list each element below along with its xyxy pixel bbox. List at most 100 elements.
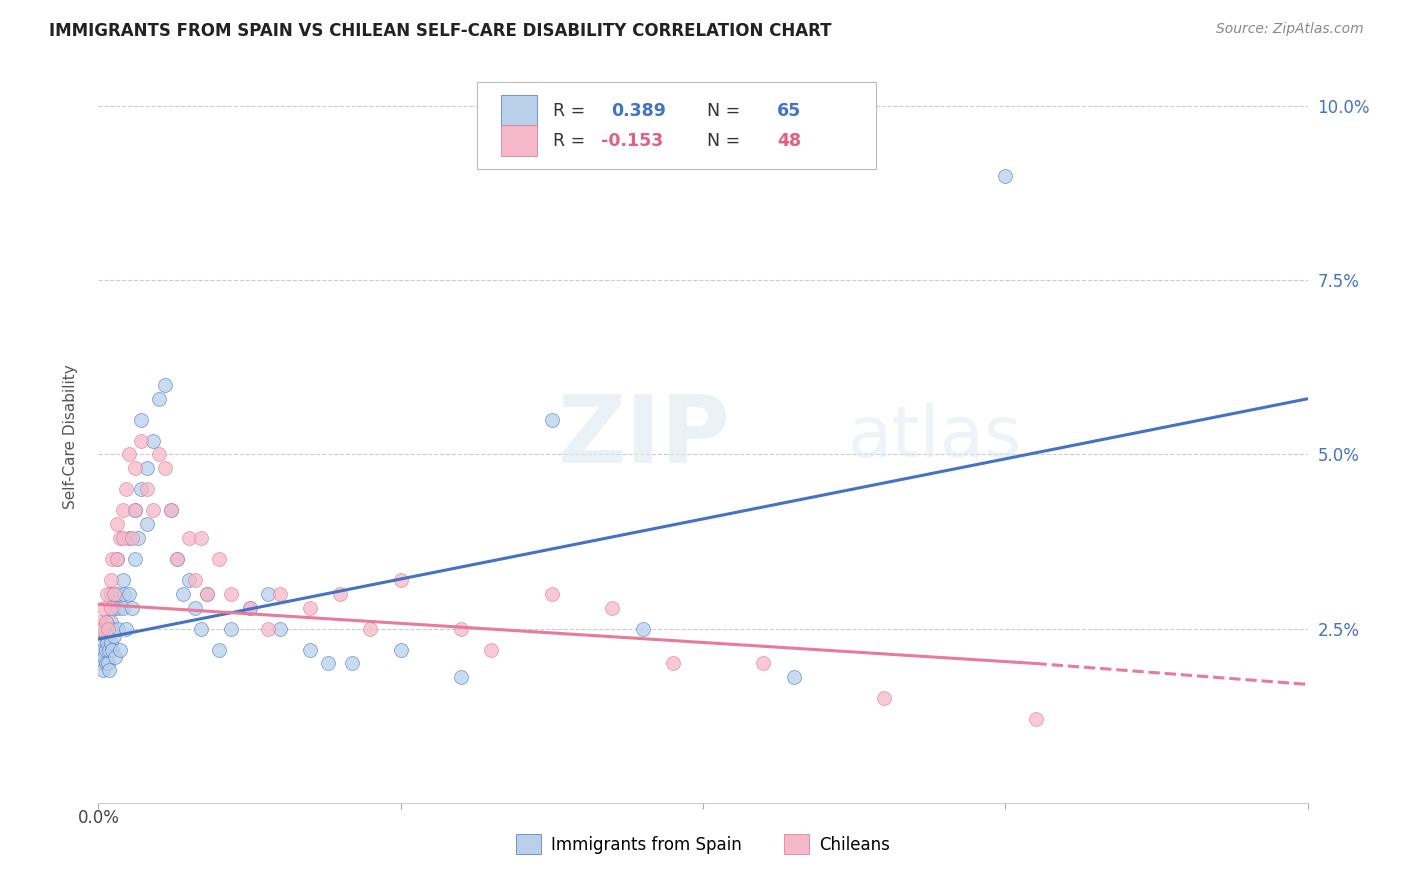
Point: [101, 642, 124, 657]
Bar: [501, 126, 537, 156]
Point: [108, 642, 131, 657]
Point: [389, 573, 412, 587]
Text: 0.0%: 0.0%: [77, 809, 120, 827]
Point: [93, 600, 115, 615]
Point: [107, 600, 129, 615]
Point: [221, 587, 243, 601]
Point: [90, 657, 112, 671]
Point: [269, 587, 291, 601]
Text: N =: N =: [696, 132, 745, 150]
Point: [111, 531, 134, 545]
Point: [100, 573, 122, 587]
Point: [208, 642, 231, 657]
Point: [94, 629, 117, 643]
Point: [96, 642, 118, 657]
Point: [208, 552, 231, 566]
Point: [179, 573, 201, 587]
Point: [129, 412, 152, 426]
Point: [111, 573, 134, 587]
Point: [118, 587, 141, 601]
Point: [105, 517, 128, 532]
Point: [111, 600, 134, 615]
Point: [752, 657, 775, 671]
Point: [450, 622, 472, 636]
Point: [316, 657, 339, 671]
Point: [166, 552, 188, 566]
Text: IMMIGRANTS FROM SPAIN VS CHILEAN SELF-CARE DISABILITY CORRELATION CHART: IMMIGRANTS FROM SPAIN VS CHILEAN SELF-CA…: [49, 22, 832, 40]
Point: [114, 622, 136, 636]
Point: [299, 642, 322, 657]
Point: [118, 531, 141, 545]
Point: [89, 635, 111, 649]
Point: [97, 657, 120, 671]
Point: [91, 664, 114, 678]
Text: -0.153: -0.153: [602, 132, 664, 150]
Point: [105, 552, 128, 566]
Point: [111, 503, 134, 517]
Point: [121, 531, 143, 545]
Point: [100, 635, 122, 649]
Point: [153, 461, 176, 475]
Point: [129, 483, 152, 497]
Text: R =: R =: [553, 132, 591, 150]
Point: [121, 600, 143, 615]
Point: [105, 587, 128, 601]
Text: ZIP: ZIP: [558, 391, 731, 483]
Point: [104, 649, 127, 664]
Point: [994, 169, 1017, 183]
Point: [256, 622, 278, 636]
Point: [783, 670, 806, 684]
Point: [124, 503, 146, 517]
Point: [184, 573, 207, 587]
Point: [98, 642, 121, 657]
Point: [142, 434, 165, 448]
Point: [103, 600, 125, 615]
Point: [342, 657, 364, 671]
Point: [97, 664, 120, 678]
Point: [100, 615, 122, 629]
Point: [100, 622, 122, 636]
Point: [103, 629, 125, 643]
Point: [124, 461, 146, 475]
Point: [873, 691, 896, 706]
Point: [221, 622, 243, 636]
Point: [148, 448, 170, 462]
Text: 48: 48: [776, 132, 801, 150]
Point: [195, 587, 218, 601]
Point: [96, 635, 118, 649]
Point: [103, 587, 125, 601]
Point: [148, 392, 170, 406]
Text: 65: 65: [776, 102, 801, 120]
Point: [239, 600, 262, 615]
Point: [135, 517, 157, 532]
Legend: Immigrants from Spain, Chileans: Immigrants from Spain, Chileans: [510, 828, 896, 860]
FancyBboxPatch shape: [477, 82, 876, 169]
Point: [172, 587, 194, 601]
Point: [124, 552, 146, 566]
Text: N =: N =: [696, 102, 745, 120]
Point: [96, 615, 118, 629]
Point: [540, 412, 562, 426]
Point: [481, 642, 503, 657]
Point: [540, 587, 562, 601]
Point: [129, 434, 152, 448]
Point: [96, 587, 118, 601]
Point: [190, 531, 212, 545]
Point: [93, 649, 115, 664]
Point: [97, 622, 120, 636]
Text: Source: ZipAtlas.com: Source: ZipAtlas.com: [1216, 22, 1364, 37]
Point: [91, 622, 114, 636]
Point: [142, 503, 165, 517]
Point: [299, 600, 322, 615]
Point: [89, 615, 111, 629]
Point: [631, 622, 654, 636]
Point: [94, 657, 117, 671]
Point: [602, 600, 624, 615]
Point: [389, 642, 412, 657]
Point: [166, 552, 188, 566]
Point: [661, 657, 683, 671]
Bar: [501, 95, 537, 127]
Y-axis label: Self-Care Disability: Self-Care Disability: [63, 365, 77, 509]
Point: [107, 622, 129, 636]
Point: [153, 377, 176, 392]
